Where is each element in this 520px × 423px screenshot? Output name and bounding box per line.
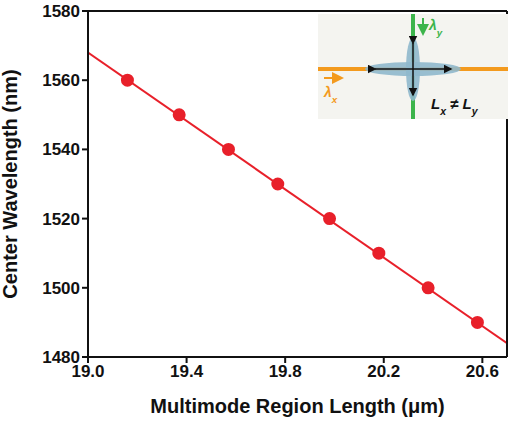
svg-text:Multimode Region Length (μm): Multimode Region Length (μm) [150,395,444,417]
svg-text:1580: 1580 [42,2,80,21]
svg-text:1520: 1520 [42,210,80,229]
svg-text:1500: 1500 [42,279,80,298]
svg-text:1480: 1480 [42,348,80,367]
svg-text:19.8: 19.8 [269,362,302,381]
svg-text:19.0: 19.0 [71,362,105,382]
svg-text:1560: 1560 [42,71,80,90]
svg-text:λx: λx [323,84,338,105]
svg-text:1540: 1540 [42,140,80,159]
svg-text:19.4: 19.4 [170,362,204,381]
svg-text:Center Wavelength (nm): Center Wavelength (nm) [0,69,21,298]
svg-text:Lx ≠ Ly: Lx ≠ Ly [431,95,479,117]
svg-text:λy: λy [428,17,443,38]
svg-text:20.6: 20.6 [466,362,499,381]
svg-text:20.2: 20.2 [367,362,400,381]
